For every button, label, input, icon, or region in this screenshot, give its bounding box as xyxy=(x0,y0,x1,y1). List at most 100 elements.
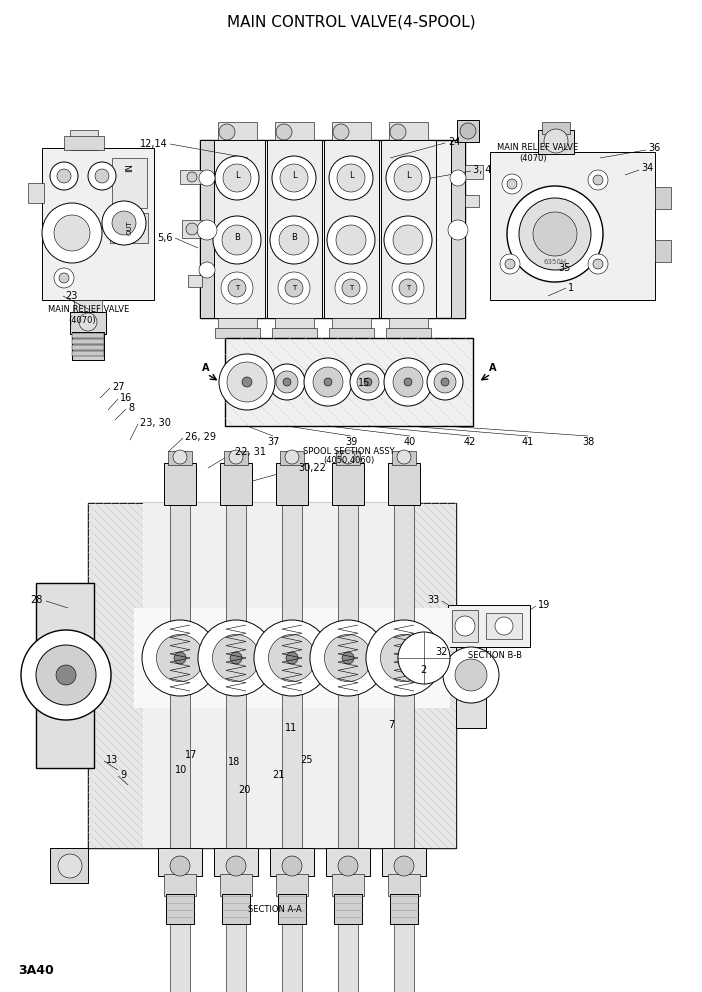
Text: (4070): (4070) xyxy=(68,315,95,324)
Bar xyxy=(388,463,420,505)
Bar xyxy=(451,140,465,318)
Text: SPOOL SECTION ASSY: SPOOL SECTION ASSY xyxy=(303,447,395,456)
Circle shape xyxy=(270,216,318,264)
Circle shape xyxy=(502,174,522,194)
Text: 5,6: 5,6 xyxy=(157,233,173,243)
Text: 30,22: 30,22 xyxy=(298,463,326,473)
Bar xyxy=(334,894,362,924)
Text: 1: 1 xyxy=(568,283,574,293)
Circle shape xyxy=(342,279,360,297)
Circle shape xyxy=(341,450,355,464)
Circle shape xyxy=(384,358,432,406)
Circle shape xyxy=(338,856,358,876)
Circle shape xyxy=(282,856,302,876)
Bar xyxy=(329,328,374,338)
Bar xyxy=(88,503,456,848)
Circle shape xyxy=(404,378,412,386)
Text: 25: 25 xyxy=(300,755,312,765)
Bar xyxy=(655,187,671,209)
Text: (4050,4060): (4050,4060) xyxy=(324,456,375,465)
Bar xyxy=(326,848,370,876)
Circle shape xyxy=(593,175,603,185)
Text: 19: 19 xyxy=(538,600,550,610)
Bar xyxy=(282,503,302,992)
Circle shape xyxy=(337,164,365,192)
Bar xyxy=(332,122,371,142)
Text: 22, 31: 22, 31 xyxy=(235,447,266,457)
Bar xyxy=(112,158,147,208)
Bar xyxy=(456,623,486,728)
Bar xyxy=(224,451,248,465)
Bar xyxy=(210,140,265,318)
Text: 2: 2 xyxy=(420,665,426,675)
Bar xyxy=(72,351,104,356)
Bar xyxy=(389,122,428,142)
Circle shape xyxy=(434,371,456,393)
Circle shape xyxy=(223,164,251,192)
Circle shape xyxy=(226,856,246,876)
Bar xyxy=(382,848,426,876)
Circle shape xyxy=(142,620,218,696)
Circle shape xyxy=(213,216,261,264)
Circle shape xyxy=(392,272,424,304)
Circle shape xyxy=(228,279,246,297)
Bar xyxy=(220,463,252,505)
Circle shape xyxy=(57,169,71,183)
Circle shape xyxy=(593,259,603,269)
Circle shape xyxy=(199,262,215,278)
Circle shape xyxy=(399,279,417,297)
Text: A: A xyxy=(202,363,210,373)
Bar xyxy=(276,874,308,896)
Text: MAIN RELIEF VALVE: MAIN RELIEF VALVE xyxy=(48,306,129,314)
Circle shape xyxy=(219,354,275,410)
Circle shape xyxy=(276,124,292,140)
Circle shape xyxy=(232,367,262,397)
Bar xyxy=(655,240,671,262)
Circle shape xyxy=(219,124,235,140)
Circle shape xyxy=(242,377,252,387)
Circle shape xyxy=(350,364,386,400)
Text: 40: 40 xyxy=(404,437,416,447)
Text: 33: 33 xyxy=(428,595,440,605)
Text: SECTION A-A: SECTION A-A xyxy=(248,906,302,915)
Circle shape xyxy=(329,156,373,200)
Circle shape xyxy=(229,450,243,464)
Bar xyxy=(220,874,252,896)
Bar xyxy=(64,136,104,150)
Bar xyxy=(36,583,94,768)
Circle shape xyxy=(272,156,316,200)
Bar xyxy=(389,318,428,330)
Circle shape xyxy=(398,632,450,684)
Circle shape xyxy=(310,620,386,696)
Text: 15: 15 xyxy=(358,378,371,388)
Bar xyxy=(42,148,154,300)
Text: MAIN RELIEF VALVE: MAIN RELIEF VALVE xyxy=(497,144,578,153)
Text: 39: 39 xyxy=(345,437,357,447)
Circle shape xyxy=(588,170,608,190)
Bar xyxy=(214,848,258,876)
Text: T: T xyxy=(292,285,296,291)
Circle shape xyxy=(278,272,310,304)
Bar xyxy=(394,503,414,992)
Text: 3A40: 3A40 xyxy=(18,963,54,976)
Bar xyxy=(70,130,98,150)
Circle shape xyxy=(230,652,242,664)
Bar xyxy=(267,140,322,318)
Circle shape xyxy=(54,215,90,251)
Circle shape xyxy=(199,170,215,186)
Circle shape xyxy=(327,216,375,264)
Bar xyxy=(332,463,364,505)
Text: SECTION B-B: SECTION B-B xyxy=(468,651,522,660)
Circle shape xyxy=(79,313,97,331)
Bar xyxy=(182,220,202,238)
Text: 3, 4: 3, 4 xyxy=(473,165,491,175)
Bar xyxy=(215,328,260,338)
Text: 8: 8 xyxy=(128,403,134,413)
Circle shape xyxy=(505,259,515,269)
Text: OUT: OUT xyxy=(127,220,133,235)
Bar xyxy=(278,894,306,924)
Bar xyxy=(390,894,418,924)
Circle shape xyxy=(50,162,78,190)
Bar xyxy=(226,503,246,992)
Bar xyxy=(246,608,338,708)
